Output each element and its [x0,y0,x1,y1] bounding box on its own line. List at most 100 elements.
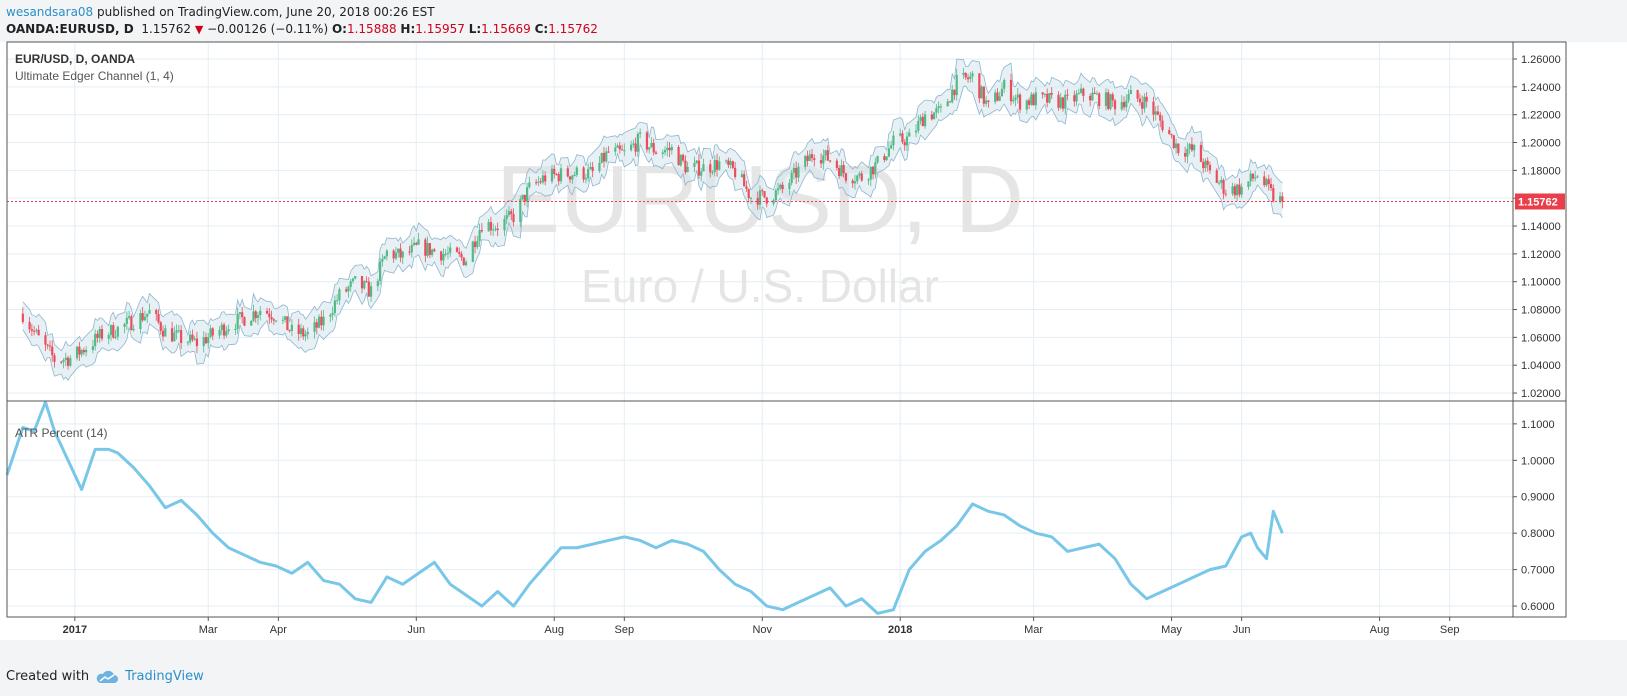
candle-body [639,132,642,134]
candle-body [410,244,413,253]
candle-body [37,329,40,336]
candle-body [1199,144,1203,162]
candle-body [971,73,974,77]
candle-body [1193,144,1196,151]
candle-body [157,313,160,323]
candle-body [883,156,886,161]
atr-tick-label: 1.0000 [1521,455,1555,467]
candle-body [1018,94,1022,110]
candle-body [28,322,31,330]
channel-upper [22,58,1283,352]
candle-body [1222,180,1225,194]
candle-body [363,281,366,289]
candle-body [994,92,997,102]
time-tick-label: Jun [407,624,425,636]
candle-body [1188,144,1191,149]
candle-body [272,319,275,321]
candle-body [650,142,653,148]
candle-body [336,300,339,302]
candle-body [842,165,845,174]
candle-body [60,361,63,363]
candle-body [207,337,210,344]
candle-body [700,171,703,176]
candle-body [1136,90,1139,99]
candle-body [440,251,443,261]
candle-body [80,350,83,355]
candle-body [519,199,522,222]
candle-body [333,300,336,313]
candle-body [828,160,832,162]
candle-body [1141,102,1144,109]
candle-body [969,76,972,80]
candle-body [541,175,545,183]
tradingview-link[interactable]: TradingView [95,669,204,684]
candle-body [128,316,131,318]
price-tick-label: 1.18000 [1521,165,1561,177]
candle-body [917,120,920,131]
candle-body [668,147,671,151]
watermark-description: Euro / U.S. Dollar [581,260,939,312]
candle-body [713,160,716,173]
candle-body [1220,180,1223,183]
candle-body [112,325,115,338]
candle-body [1256,176,1259,178]
candle-body [460,253,463,258]
candle-body [1093,92,1096,94]
candle-body [369,286,373,297]
candle-body [858,173,861,176]
candle-body [302,328,305,337]
candle-body [148,310,151,314]
candle-body [64,357,67,361]
down-triangle-icon: ▼ [194,23,204,36]
candle-body [1104,92,1108,106]
candle-body [1184,152,1187,157]
candle-body [758,190,762,205]
candle-body [779,184,782,189]
candle-body [1154,111,1157,115]
candle-body [1278,196,1282,201]
candle-body [329,314,332,317]
time-tick-label: Jun [1233,624,1251,636]
candle-body [1170,134,1173,136]
candle-body [98,329,101,338]
candle-body [1066,94,1069,96]
candle-body [1043,93,1047,95]
candle-body [109,325,113,336]
cloud-logo-icon [96,670,119,683]
candle-body [426,243,429,256]
candle-body [835,160,838,168]
candle-body [1009,80,1013,102]
candle-body [634,143,637,152]
candle-body [919,116,922,121]
candle-body [682,154,685,161]
candle-body [227,329,230,332]
candle-body [424,239,427,256]
candle-body [1077,92,1080,94]
candle-body [537,181,540,183]
author-link[interactable]: wesandsara08 [6,5,94,19]
candle-body [442,253,445,261]
candle-body [94,333,97,347]
candle-body [62,360,65,362]
candle-body [715,160,719,170]
candle-body [747,188,750,199]
candle-body [1095,93,1099,95]
low-value: 1.15669 [481,22,531,36]
candle-body [304,334,307,337]
candle-body [1027,100,1031,105]
symbol-line: OANDA:EURUSD, D 1.15762 ▼ −0.00126 (−0.1… [6,22,598,36]
candle-body [826,150,829,161]
candle-body [937,106,940,109]
candle-body [763,191,766,198]
candle-body [582,167,585,180]
candle-body [797,166,800,178]
low-label: L: [468,22,482,36]
candle-body [573,174,576,176]
candle-body [824,150,827,156]
candle-body [259,310,262,316]
candle-body [268,313,271,318]
candle-body [274,320,278,322]
time-tick-label: Apr [270,624,287,636]
candle-body [471,241,474,262]
